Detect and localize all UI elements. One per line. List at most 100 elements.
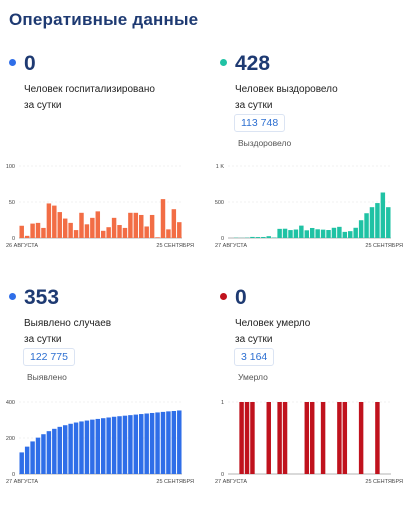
y-tick-label: 400 <box>6 400 15 406</box>
y-tick-label: 0 <box>221 472 224 478</box>
bar <box>112 417 116 474</box>
bar <box>161 199 165 238</box>
bar <box>353 228 357 238</box>
bar <box>177 410 181 474</box>
bar <box>85 224 89 238</box>
label-line-1: Человек умерло <box>235 316 405 332</box>
bar <box>112 218 116 238</box>
bar <box>79 213 83 238</box>
bar <box>299 226 303 238</box>
deaths-total: 3 164 <box>234 348 274 366</box>
bar <box>177 222 181 238</box>
bar <box>161 412 165 474</box>
status-dot <box>220 293 227 300</box>
bar <box>79 421 83 474</box>
bar <box>106 227 110 238</box>
bar <box>25 236 29 238</box>
bar <box>381 193 385 239</box>
bar <box>267 402 271 474</box>
bar <box>47 431 51 474</box>
y-tick-label: 500 <box>215 200 224 206</box>
bar <box>123 416 127 474</box>
bar <box>19 226 23 238</box>
bar <box>144 226 148 238</box>
bar <box>74 230 78 238</box>
bar <box>68 424 72 474</box>
bar <box>166 411 170 474</box>
bar <box>348 231 352 238</box>
bar <box>36 223 40 238</box>
bar <box>90 420 94 474</box>
bar <box>337 402 341 474</box>
bar <box>123 228 127 238</box>
bar <box>36 438 40 474</box>
deaths-value: 0 <box>235 286 247 310</box>
x-tick-label-start: 27 АВГУСТА <box>6 479 38 485</box>
bar <box>305 230 309 238</box>
status-dot <box>220 59 227 66</box>
bar <box>101 231 105 238</box>
bar <box>272 238 276 239</box>
bar <box>305 402 309 474</box>
bar <box>375 203 379 238</box>
bar <box>321 402 325 474</box>
bar <box>150 413 154 474</box>
bar <box>150 215 154 238</box>
bar <box>294 230 298 239</box>
bar <box>386 207 390 238</box>
bar <box>47 203 51 238</box>
cases-value: 353 <box>24 286 59 310</box>
bar <box>134 213 138 238</box>
x-tick-label-start: 27 АВГУСТА <box>215 243 247 249</box>
y-tick-label: 100 <box>6 164 15 170</box>
label-line-2: за сутки <box>24 332 194 348</box>
bar <box>277 402 281 474</box>
bar <box>172 209 176 238</box>
bar <box>41 228 45 238</box>
bar <box>96 419 100 474</box>
x-tick-label-start: 26 АВГУСТА <box>6 243 38 249</box>
label-line-1: Выявлено случаев <box>24 316 194 332</box>
bar <box>139 414 143 474</box>
bar <box>239 402 243 474</box>
x-tick-label-start: 27 АВГУСТА <box>215 479 247 485</box>
bar <box>90 218 94 238</box>
bar <box>288 230 292 238</box>
bar <box>68 223 72 238</box>
bar <box>166 229 170 238</box>
y-tick-label: 0 <box>12 472 15 478</box>
y-tick-label: 0 <box>12 236 15 242</box>
bar <box>117 225 121 238</box>
bar <box>25 447 29 474</box>
bar <box>155 237 159 238</box>
bar <box>128 415 132 474</box>
bar <box>343 232 347 238</box>
bar <box>134 415 138 474</box>
page-title: Оперативные данные <box>9 10 198 30</box>
y-tick-label: 50 <box>9 200 15 206</box>
x-tick-label-end: 25 СЕНТЯБРЯ <box>365 243 403 249</box>
bar <box>370 207 374 238</box>
bar <box>52 206 56 238</box>
status-dot <box>9 59 16 66</box>
cases-total-label: Выявлено <box>27 372 67 382</box>
recovered-total-label: Выздоровело <box>238 138 291 148</box>
deaths-label: Человек умерло за сутки <box>235 316 405 348</box>
cases-label: Выявлено случаев за сутки <box>24 316 194 348</box>
bar <box>30 441 34 474</box>
bar <box>96 211 100 238</box>
bar <box>256 237 260 238</box>
bar <box>315 229 319 238</box>
bar <box>245 402 249 474</box>
deaths-total-label: Умерло <box>238 372 268 382</box>
label-line-1: Человек госпитализировано <box>24 82 194 98</box>
hospitalized-value: 0 <box>24 52 36 76</box>
bar <box>74 423 78 474</box>
bar <box>283 229 287 238</box>
bar <box>144 414 148 474</box>
bar <box>155 412 159 474</box>
bar <box>332 228 336 238</box>
